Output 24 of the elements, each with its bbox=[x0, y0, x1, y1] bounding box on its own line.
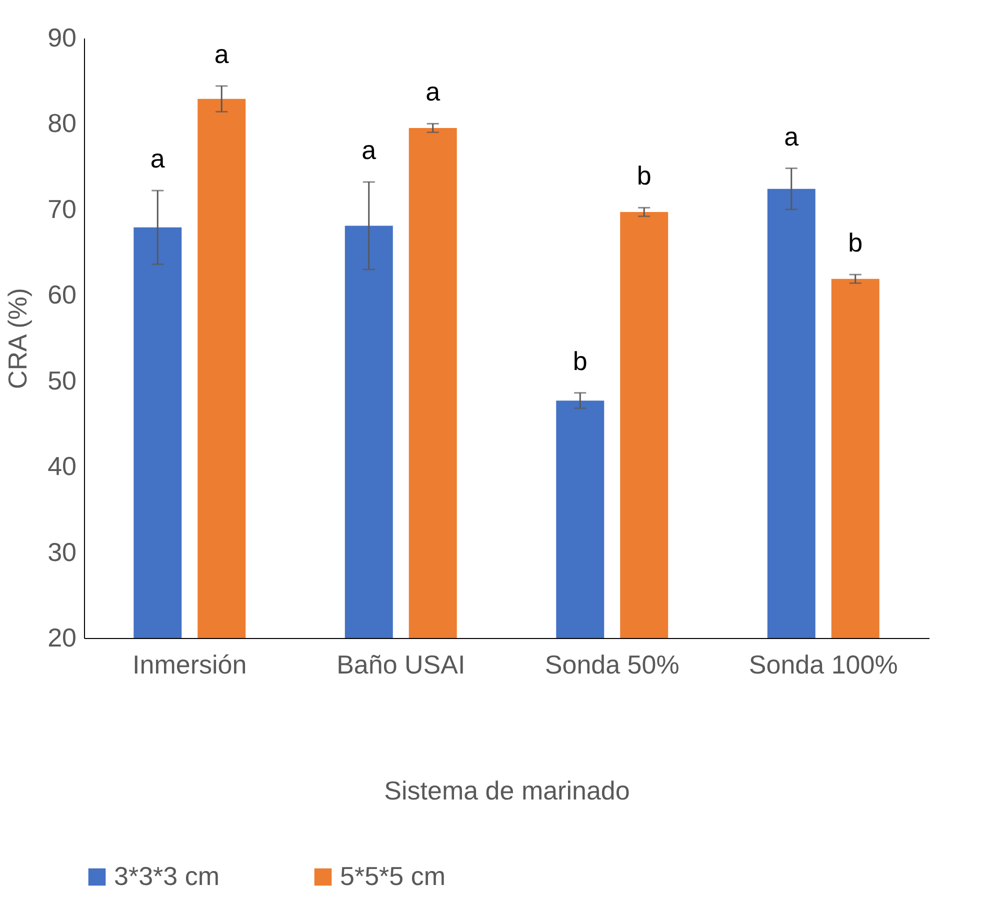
legend-label: 5*5*5 cm bbox=[340, 861, 446, 891]
y-tick-label: 50 bbox=[48, 365, 76, 396]
data-label: a bbox=[362, 135, 377, 165]
y-tick-label: 80 bbox=[48, 108, 76, 138]
x-axis-title: Sistema de marinado bbox=[384, 776, 630, 806]
x-tick-label: Baño USAI bbox=[336, 650, 466, 680]
x-tick-label: Sonda 50% bbox=[544, 650, 680, 680]
data-label: a bbox=[426, 76, 441, 107]
data-label: b bbox=[636, 160, 652, 191]
data-label: a bbox=[150, 144, 166, 174]
data-label: a bbox=[214, 39, 230, 69]
data-label: a bbox=[784, 121, 800, 152]
data-label: b bbox=[848, 228, 863, 258]
y-axis-title: CRA (%) bbox=[2, 288, 33, 390]
y-tick-label: 70 bbox=[48, 194, 76, 224]
x-tick-label: Sonda 100% bbox=[748, 650, 898, 680]
y-tick-label: 60 bbox=[48, 280, 76, 310]
y-tick-label: 20 bbox=[48, 622, 76, 652]
y-tick-label: 30 bbox=[48, 536, 76, 567]
x-tick-label: Inmersión bbox=[132, 650, 247, 680]
data-label: b bbox=[572, 346, 588, 376]
y-tick-label: 90 bbox=[48, 22, 76, 52]
legend-label: 3*3*3 cm bbox=[114, 861, 220, 891]
y-tick-label: 40 bbox=[48, 451, 76, 482]
